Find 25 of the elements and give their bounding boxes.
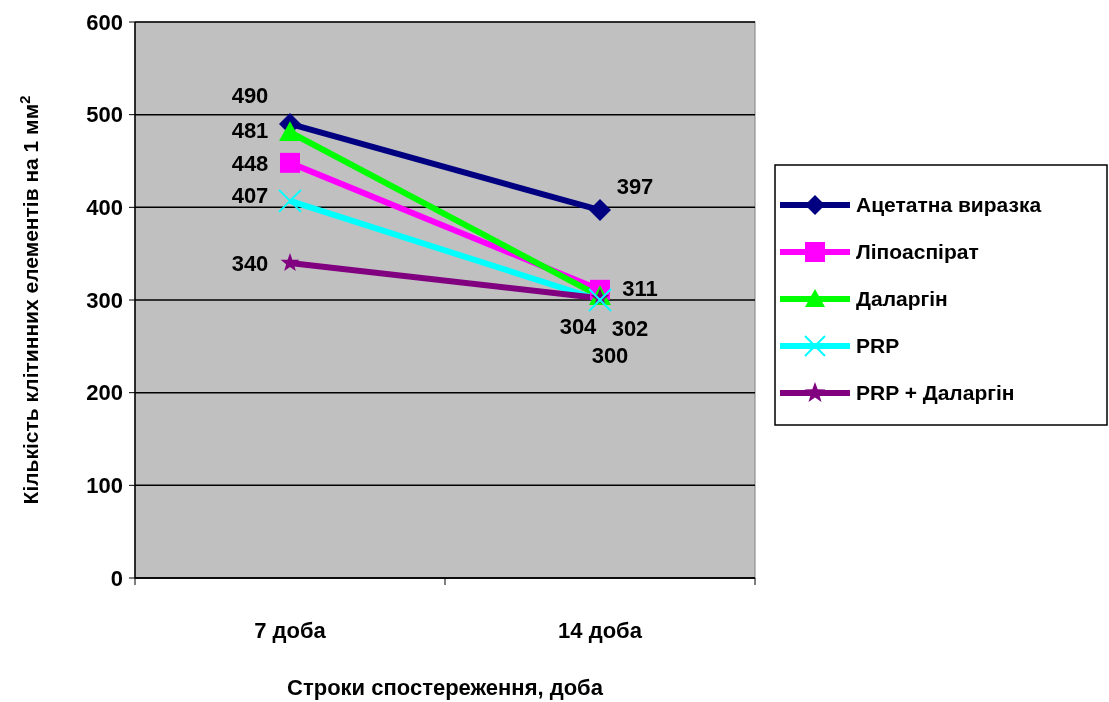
data-label: 481 bbox=[231, 117, 269, 143]
legend-label: Ліпоаспірат bbox=[856, 240, 979, 264]
legend-label: PRP bbox=[856, 334, 900, 358]
data-label: 407 bbox=[231, 182, 269, 208]
y-tick-label: 300 bbox=[86, 287, 123, 313]
y-tick-label: 600 bbox=[86, 9, 123, 35]
y-tick-label: 500 bbox=[86, 102, 123, 128]
data-label: 397 bbox=[616, 173, 654, 199]
y-tick-label: 200 bbox=[86, 380, 123, 406]
y-tick-label: 100 bbox=[86, 473, 123, 499]
data-label: 304 bbox=[559, 313, 598, 339]
data-label: 302 bbox=[611, 315, 649, 341]
data-label: 300 bbox=[591, 342, 629, 368]
data-label: 448 bbox=[231, 150, 269, 176]
x-tick-label: 14 доба bbox=[558, 618, 643, 643]
y-tick-label: 0 bbox=[110, 565, 123, 591]
data-label: 490 bbox=[231, 82, 269, 108]
legend-label: Даларгін bbox=[856, 287, 948, 311]
y-tick-label: 400 bbox=[86, 195, 123, 221]
legend-label: PRP + Даларгін bbox=[856, 381, 1015, 405]
data-label: 340 bbox=[231, 250, 269, 276]
legend-label: Ацетатна виразка bbox=[856, 193, 1042, 217]
x-tick-label: 7 доба bbox=[254, 618, 327, 643]
x-axis-title: Строки спостереження, доба bbox=[287, 675, 604, 700]
data-label: 311 bbox=[622, 275, 658, 301]
